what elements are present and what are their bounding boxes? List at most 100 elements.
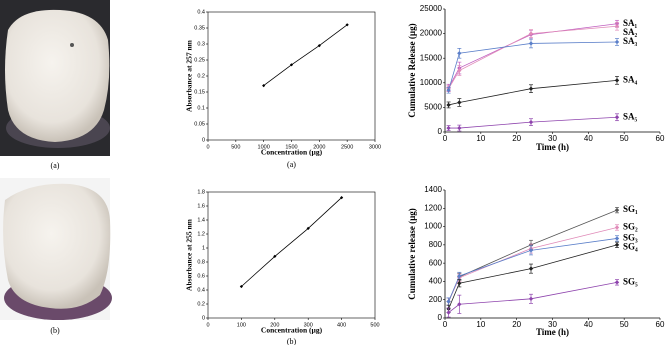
marker (345, 23, 349, 27)
series-line (263, 24, 348, 86)
marker (457, 302, 462, 307)
marker (446, 87, 451, 93)
marker (317, 44, 321, 48)
y-tick-label: 0.8 (197, 259, 205, 265)
series-label: SA₃ (623, 36, 638, 46)
marker (446, 102, 451, 108)
y-tick-label: 800 (429, 240, 443, 249)
y-tick-label: 0.6 (197, 273, 205, 279)
marker (457, 100, 462, 105)
marker (306, 226, 310, 230)
photo-a (0, 0, 110, 156)
y-tick-label: 15000 (420, 53, 443, 62)
x-axis-title: Concentration (µg) (261, 326, 323, 335)
series-label: SA₄ (623, 74, 638, 84)
x-tick-label: 500 (231, 144, 240, 150)
marker (528, 296, 534, 301)
y-tick-label: 20000 (420, 29, 443, 38)
series-line (448, 25, 618, 89)
y-axis-title: Absorbance at 257 nm (185, 39, 194, 112)
marker (239, 284, 243, 289)
x-tick-label: 0 (206, 144, 209, 150)
x-tick-label: 40 (584, 134, 593, 143)
series-label: SA₁ (623, 18, 638, 28)
marker (614, 115, 620, 120)
photo-caption: (a) (51, 161, 60, 170)
x-tick-label: 60 (656, 134, 665, 143)
y-tick-label: 0.25 (194, 57, 205, 63)
x-tick-label: 60 (656, 320, 665, 329)
plot-frame (207, 11, 376, 141)
y-tick-label: 0.15 (194, 89, 205, 95)
y-tick-label: 1.2 (197, 231, 205, 237)
y-tick-label: 1000 (424, 222, 442, 231)
marker (614, 236, 620, 241)
marker (614, 207, 620, 213)
marker (614, 78, 620, 83)
x-tick-label: 0 (443, 320, 448, 329)
y-tick-label: 1.4 (197, 217, 205, 223)
x-tick-label: 30 (548, 320, 557, 329)
x-tick-label: 2000 (313, 144, 325, 150)
marker (614, 39, 620, 45)
x-tick-label: 20 (512, 134, 521, 143)
y-axis-title: Absorbance at 255 nm (185, 218, 194, 291)
photo-b (0, 178, 112, 320)
marker (289, 63, 294, 67)
series-line (448, 23, 618, 88)
marker (528, 31, 534, 36)
series-line (448, 41, 618, 91)
y-tick-label: 0.4 (197, 9, 205, 15)
marker (457, 281, 462, 286)
marker (528, 119, 534, 125)
y-tick-label: 600 (429, 258, 443, 267)
series-label: SG₁ (623, 204, 638, 214)
marker (614, 242, 620, 248)
marker (528, 248, 534, 253)
x-tick-label: 100 (237, 322, 246, 328)
series-line (448, 116, 618, 129)
chart-caption: (b) (287, 337, 297, 345)
marker (457, 273, 462, 279)
y-tick-label: 10000 (420, 78, 443, 87)
plot-frame (207, 191, 376, 319)
y-tick-label: 25000 (420, 4, 443, 13)
x-tick-label: 300 (304, 322, 313, 328)
series-line (241, 197, 342, 287)
x-tick-label: 2500 (341, 144, 353, 150)
marker (528, 41, 534, 46)
marker (528, 266, 534, 271)
y-tick-label: 0 (438, 313, 443, 322)
y-tick-label: 0 (202, 137, 205, 143)
y-tick-label: 1 (202, 245, 205, 251)
series-line (448, 238, 618, 302)
marker (446, 310, 451, 315)
marker (614, 24, 620, 29)
marker (457, 125, 462, 131)
series-label: SA₂ (623, 27, 638, 37)
series-line (448, 244, 618, 310)
x-tick-label: 200 (270, 322, 279, 328)
y-tick-label: 1200 (424, 203, 442, 212)
y-tick-label: 0.2 (197, 73, 205, 79)
marker (457, 68, 462, 73)
x-tick-label: 10 (476, 134, 485, 143)
x-tick-label: 0 (206, 322, 209, 328)
y-tick-label: 0.05 (194, 121, 205, 127)
x-tick-label: 50 (620, 320, 629, 329)
y-tick-label: 1400 (424, 185, 442, 194)
x-axis-title: Time (h) (536, 142, 569, 152)
x-tick-label: 10 (476, 320, 485, 329)
marker (457, 51, 462, 56)
y-tick-label: 0 (202, 315, 205, 321)
series-line (448, 227, 618, 302)
x-tick-label: 400 (337, 322, 346, 328)
y-tick-label: 400 (429, 277, 443, 286)
marker (446, 125, 451, 131)
x-tick-label: 0 (443, 134, 448, 143)
x-tick-label: 50 (620, 134, 629, 143)
x-axis-title: Concentration (µg) (261, 148, 323, 157)
series-label: SG₂ (623, 222, 638, 232)
x-tick-label: 20 (512, 320, 521, 329)
photo-caption: (b) (50, 326, 60, 335)
